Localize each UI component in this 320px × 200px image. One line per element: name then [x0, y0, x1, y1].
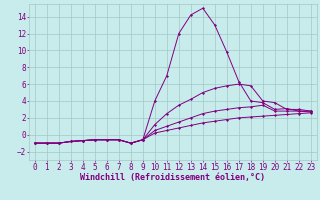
- X-axis label: Windchill (Refroidissement éolien,°C): Windchill (Refroidissement éolien,°C): [80, 173, 265, 182]
